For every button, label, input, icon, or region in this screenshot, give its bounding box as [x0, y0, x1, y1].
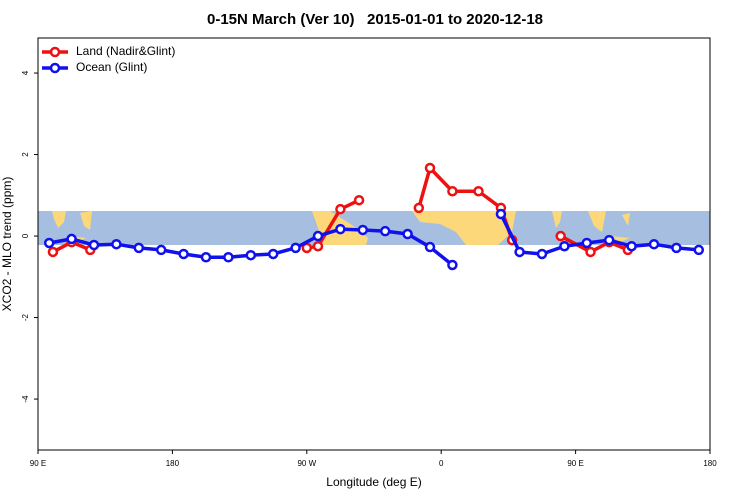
point: [693, 244, 705, 256]
point: [495, 208, 507, 220]
point: [88, 239, 100, 251]
point: [585, 246, 596, 258]
y-tick-label: -4: [21, 395, 30, 403]
point: [626, 240, 637, 252]
x-tick-label: 90 E: [567, 459, 583, 468]
point: [335, 203, 346, 215]
point: [559, 240, 570, 252]
x-tick-label: 90 W: [297, 459, 316, 468]
point: [581, 237, 593, 249]
point: [312, 240, 324, 252]
point: [290, 242, 301, 254]
point: [178, 248, 189, 260]
x-tick-label: 0: [439, 459, 444, 468]
point: [47, 246, 59, 258]
point: [43, 237, 55, 249]
legend-label: Ocean (Glint): [76, 60, 147, 74]
point: [555, 230, 566, 242]
point: [603, 234, 615, 246]
point: [447, 185, 458, 197]
point: [671, 242, 682, 254]
y-tick-label: 2: [21, 152, 30, 157]
point: [267, 248, 279, 260]
point: [335, 223, 346, 235]
point: [245, 249, 257, 261]
y-axis-label: XCO2 - MLO trend (ppm): [0, 177, 14, 312]
point: [424, 162, 436, 174]
point: [514, 246, 525, 258]
point: [200, 251, 212, 263]
point: [402, 228, 413, 240]
point: [357, 224, 369, 236]
x-tick-label: 90 E: [30, 459, 46, 468]
legend: Land (Nadir&Glint) Ocean (Glint): [42, 44, 175, 74]
y-tick-label: 0: [21, 233, 30, 238]
x-tick-label: 180: [703, 459, 717, 468]
legend-label: Land (Nadir&Glint): [76, 44, 175, 58]
x-axis-label: Longitude (deg E): [326, 475, 421, 489]
point: [133, 242, 145, 254]
point: [413, 202, 425, 214]
legend-marker: [49, 46, 61, 58]
point: [379, 225, 391, 237]
point: [424, 241, 436, 253]
point: [447, 259, 458, 271]
point: [66, 233, 77, 245]
point: [536, 248, 548, 260]
chart-title: 0-15N March (Ver 10) 2015-01-01 to 2020-…: [207, 11, 543, 28]
point: [312, 230, 324, 242]
point: [473, 185, 484, 197]
point: [111, 238, 122, 250]
x-tick-label: 180: [166, 459, 180, 468]
point: [155, 244, 167, 256]
y-tick-label: 4: [21, 70, 30, 75]
point: [648, 238, 660, 250]
point: [353, 194, 365, 206]
plot-frame: [37, 37, 711, 451]
y-tick-label: -2: [21, 313, 30, 321]
legend-marker: [49, 62, 61, 74]
map-band: [38, 211, 710, 245]
point: [223, 251, 234, 263]
